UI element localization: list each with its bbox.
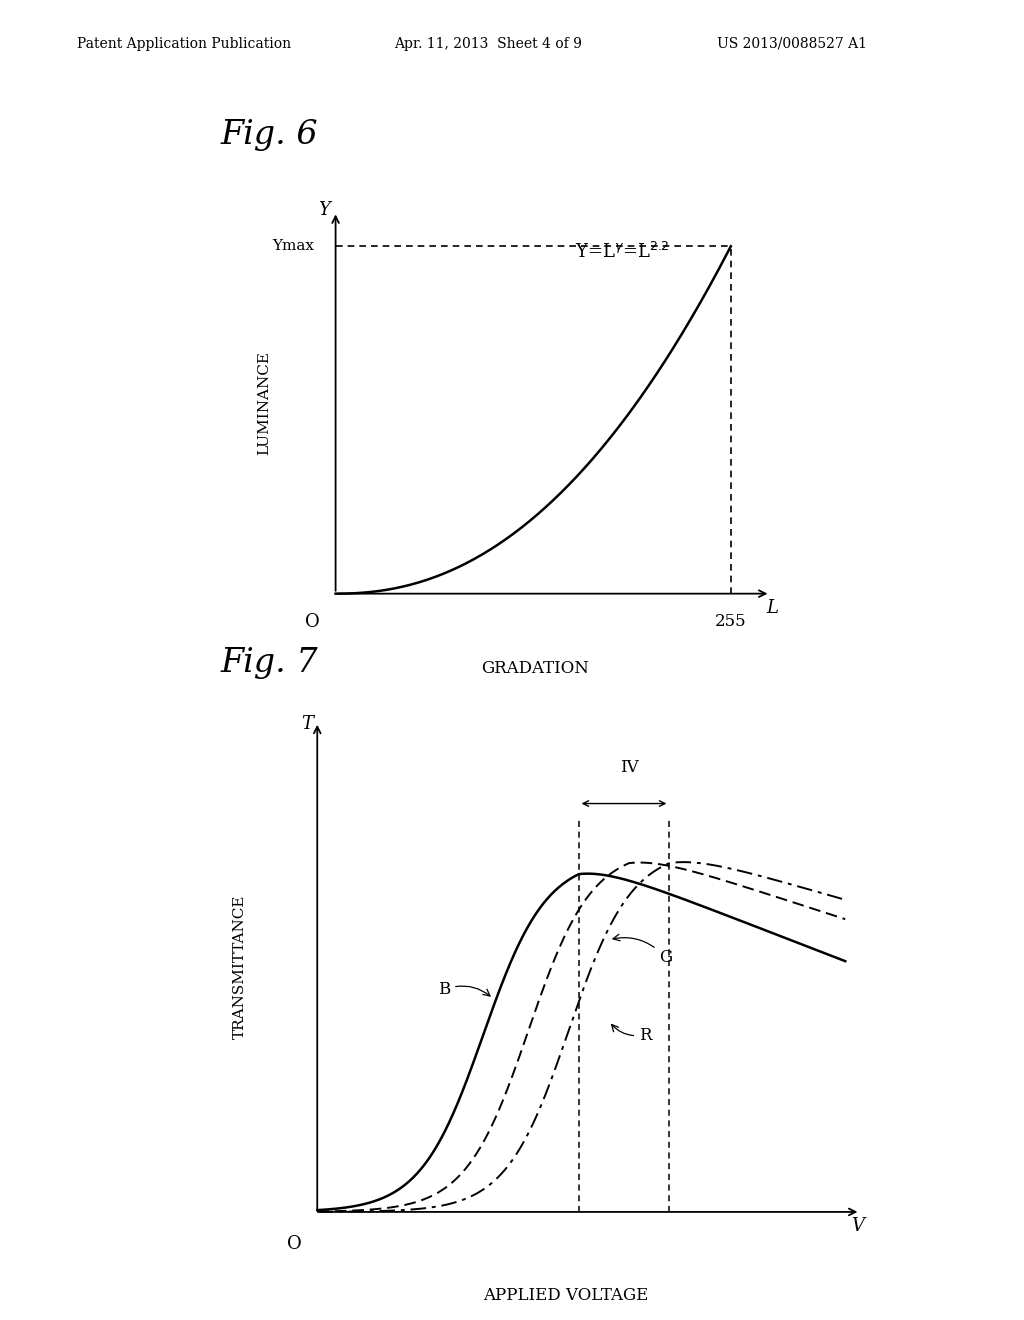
Text: O: O (288, 1234, 302, 1253)
Text: Fig. 6: Fig. 6 (220, 119, 317, 150)
Text: 255: 255 (715, 612, 746, 630)
Text: IV: IV (620, 759, 638, 776)
Text: B: B (438, 981, 490, 998)
Text: O: O (305, 612, 319, 631)
Text: G: G (613, 935, 673, 966)
Text: Y=L$^{\gamma}$=L$^{2.2}$: Y=L$^{\gamma}$=L$^{2.2}$ (575, 242, 670, 263)
Text: APPLIED VOLTAGE: APPLIED VOLTAGE (483, 1287, 649, 1304)
Text: TRANSMITTANCE: TRANSMITTANCE (232, 895, 247, 1039)
Text: Fig. 7: Fig. 7 (220, 647, 317, 678)
Text: L: L (766, 598, 778, 616)
Text: US 2013/0088527 A1: US 2013/0088527 A1 (717, 37, 866, 51)
Text: R: R (611, 1024, 651, 1044)
Text: Patent Application Publication: Patent Application Publication (77, 37, 291, 51)
Text: Y: Y (317, 201, 330, 219)
Text: Ymax: Ymax (271, 239, 313, 253)
Text: Apr. 11, 2013  Sheet 4 of 9: Apr. 11, 2013 Sheet 4 of 9 (394, 37, 582, 51)
Text: T: T (301, 715, 313, 733)
Text: GRADATION: GRADATION (481, 660, 589, 677)
Text: V: V (851, 1217, 864, 1234)
Text: LUMINANCE: LUMINANCE (258, 351, 271, 454)
